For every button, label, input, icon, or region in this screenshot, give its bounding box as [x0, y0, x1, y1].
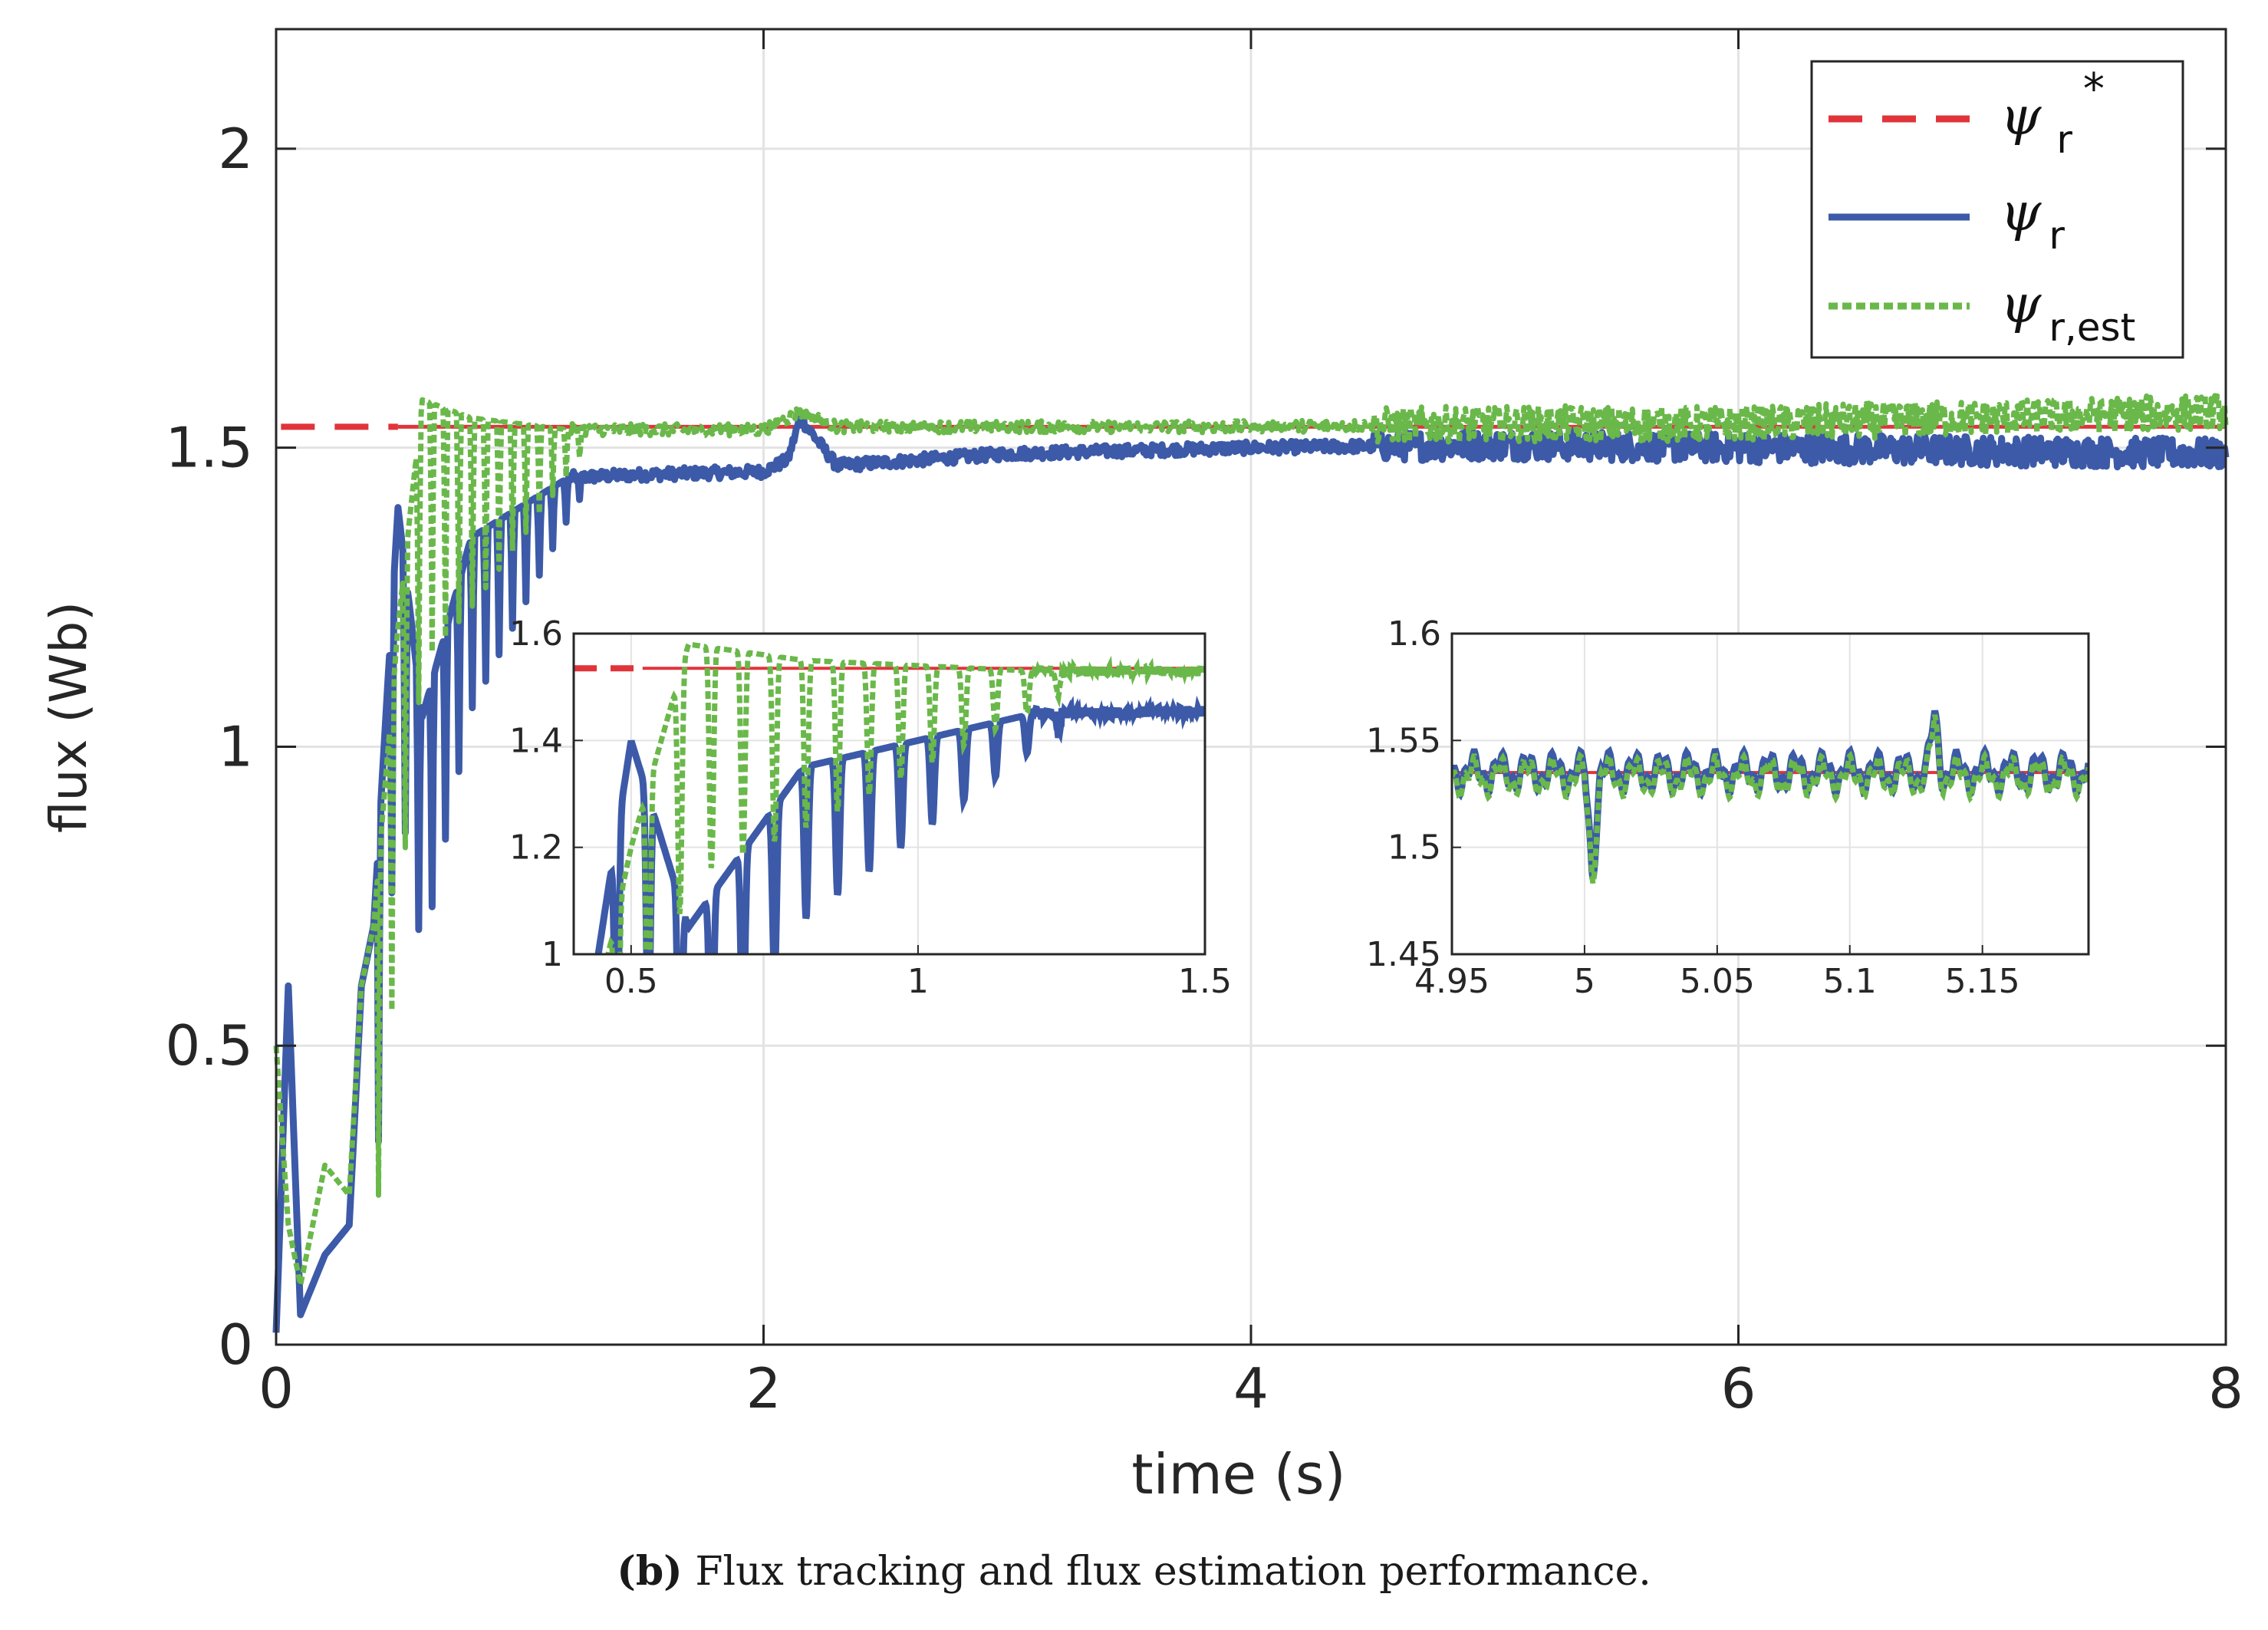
main-ticks: 0 2 4 6 8 0 0.5 1 1.5 2	[165, 29, 2243, 1421]
y-axis-label: flux (Wb)	[39, 601, 98, 833]
inset-x-tick-label: 5.15	[1945, 962, 2020, 1001]
inset-x-tick-label: 5.05	[1680, 962, 1755, 1001]
y-tick-label: 0	[218, 1312, 253, 1377]
y-tick-label: 1	[218, 714, 253, 779]
caption-text: Flux tracking and flux estimation perfor…	[682, 1549, 1651, 1595]
y-tick-label: 2	[218, 117, 253, 181]
inset-series	[1452, 710, 2089, 884]
inset-x-tick-label: 5.1	[1823, 962, 1877, 1001]
x-tick-label: 2	[746, 1356, 782, 1421]
inset-y-tick-label: 1.55	[1366, 721, 1441, 760]
x-tick-label: 8	[2208, 1356, 2243, 1421]
inset-y-tick-label: 1	[541, 935, 563, 974]
y-tick-label: 1.5	[165, 416, 253, 480]
inset-y-tick-label: 1.6	[1387, 614, 1441, 654]
inset-estimated	[605, 641, 1205, 954]
inset-x-tick-label: 1.5	[1178, 962, 1232, 1001]
inset-left: 0.5 1 1.5 1 1.2 1.4 1.6	[509, 614, 1232, 1001]
inset-y-tick-label: 1.4	[509, 721, 563, 760]
x-tick-label: 6	[1721, 1356, 1756, 1421]
inset-x-tick-label: 4.95	[1414, 962, 1490, 1001]
legend: ψ r * ψ r ψ r,est	[1810, 60, 2184, 359]
inset-y-tick-label: 1.6	[509, 614, 563, 654]
inset-estimated	[1452, 714, 2089, 884]
inset-background	[1452, 634, 2089, 954]
y-tick-label: 0.5	[165, 1013, 253, 1078]
x-axis-label: time (s)	[1131, 1442, 1345, 1507]
figure-caption: (b) Flux tracking and flux estimation pe…	[0, 1548, 2268, 1595]
inset-x-tick-label: 5	[1574, 962, 1595, 1001]
series-actual	[272, 412, 2230, 1333]
inset-frame	[572, 632, 1206, 956]
x-tick-label: 0	[258, 1356, 294, 1421]
inset-actual	[594, 695, 1205, 954]
main-series	[272, 393, 2230, 1333]
inset-series	[574, 641, 1205, 954]
legend-label-actual: ψ r	[2000, 183, 2065, 258]
inset-right: 4.95 5 5.05 5.1 5.15 1.45 1.5 1.55 1.6	[1366, 614, 2090, 1001]
inset-x-tick-label: 0.5	[604, 962, 658, 1001]
legend-label-estimated: ψ r,est	[2000, 275, 2135, 350]
inset-y-tick-label: 1.45	[1366, 935, 1441, 974]
series-estimated	[273, 393, 2229, 1288]
inset-background	[574, 634, 1205, 954]
inset-x-tick-label: 1	[907, 962, 929, 1001]
inset-actual	[1452, 710, 2089, 880]
inset-frame	[1450, 632, 2090, 956]
inset-y-tick-label: 1.5	[1387, 828, 1441, 868]
caption-label: (b)	[617, 1548, 683, 1595]
inset-y-tick-label: 1.2	[509, 828, 563, 868]
x-tick-label: 4	[1233, 1356, 1269, 1421]
insets: 0.5 1 1.5 1 1.2 1.4 1.6 4.95 5 5.05 5.1 5.15 1.45 1.5…	[509, 614, 2090, 1001]
legend-label-reference: ψ r *	[2000, 64, 2105, 162]
